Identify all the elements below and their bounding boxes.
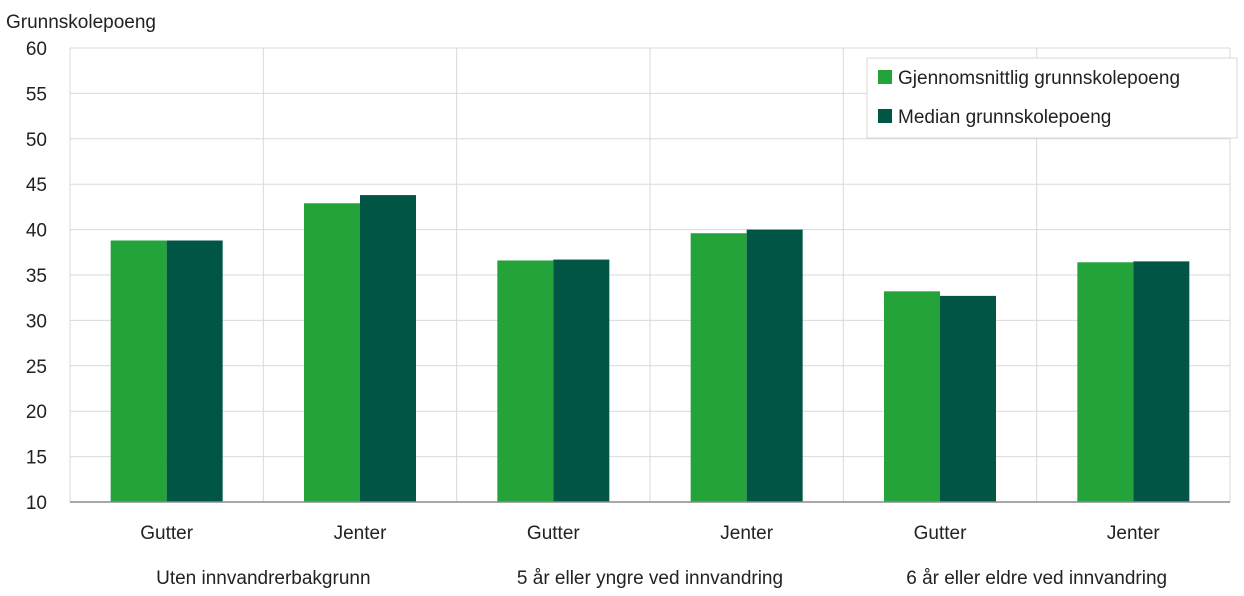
bar-average — [304, 203, 360, 502]
bar-median — [940, 295, 996, 502]
legend-swatch — [878, 109, 892, 123]
bar-average — [1077, 262, 1134, 502]
x-tick-label: Jenter — [334, 523, 387, 544]
y-tick-label: 20 — [26, 402, 47, 423]
legend-label: Gjennomsnittlig grunnskolepoeng — [898, 68, 1180, 89]
y-tick-label: 55 — [26, 84, 47, 105]
group-label: Uten innvandrerbakgrunn — [156, 568, 370, 589]
bar-average — [110, 240, 167, 502]
y-tick-label: 45 — [26, 175, 47, 196]
x-tick-label: Jenter — [720, 523, 773, 544]
x-tick-label: Gutter — [527, 523, 580, 544]
bar-median — [360, 195, 416, 502]
group-label: 6 år eller eldre ved innvandring — [906, 568, 1167, 589]
bar-average — [690, 233, 747, 502]
bar-average — [884, 291, 940, 502]
y-tick-label: 35 — [26, 266, 47, 287]
axes: 10 15 20 25 30 35 40 45 50 55 60 Gutter Jenter Gutter… — [26, 39, 1230, 589]
y-tick-label: 10 — [26, 493, 47, 514]
legend-label: Median grunnskolepoeng — [898, 107, 1111, 128]
y-axis-label: Grunnskolepoeng — [6, 12, 156, 33]
group-label: 5 år eller yngre ved innvandring — [517, 568, 783, 589]
x-tick-label: Jenter — [1107, 523, 1160, 544]
bar-median — [553, 259, 610, 502]
y-tick-label: 60 — [26, 39, 47, 60]
y-tick-label: 40 — [26, 221, 47, 242]
legend: Gjennomsnittlig grunnskolepoeng Median gr… — [866, 57, 1238, 139]
bars — [110, 195, 1190, 502]
bar-median — [1133, 261, 1190, 502]
bar-average — [497, 260, 554, 502]
legend-box — [866, 57, 1238, 139]
x-tick-label: Gutter — [140, 523, 193, 544]
legend-swatch — [878, 70, 892, 84]
y-tick-label: 50 — [26, 130, 47, 151]
y-tick-label: 30 — [26, 311, 47, 332]
bar-median — [166, 240, 223, 502]
bar-median — [746, 229, 803, 502]
x-tick-label: Gutter — [914, 523, 967, 544]
y-tick-label: 25 — [26, 357, 47, 378]
gridlines — [69, 47, 1231, 502]
y-tick-label: 15 — [26, 448, 47, 469]
